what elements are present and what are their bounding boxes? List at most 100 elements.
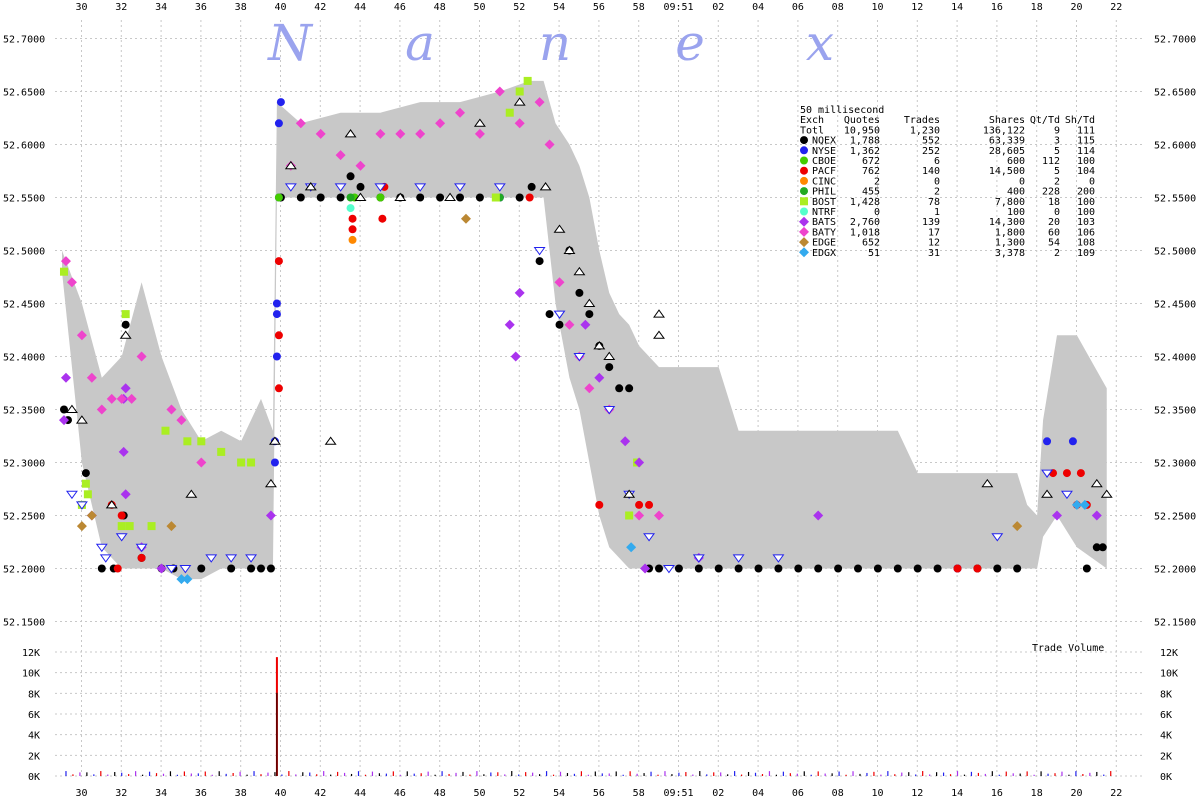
marker-bid-triangle: [245, 554, 258, 563]
watermark-letter: N: [267, 14, 314, 72]
x-tick-bottom: 18: [1031, 788, 1043, 799]
marker-nqex: [774, 564, 783, 573]
marker-bost: [161, 426, 170, 435]
marker-ask-triangle: [513, 97, 526, 106]
x-tick-bottom: 08: [832, 788, 844, 799]
legend-value: 6: [934, 156, 940, 167]
legend-name: NYSE: [812, 146, 836, 157]
marker-bats: [1052, 510, 1062, 521]
marker-bost: [217, 447, 226, 456]
marker-baty: [534, 97, 545, 108]
marker-baty: [76, 330, 87, 341]
legend-header-exch: Exch: [800, 115, 824, 126]
legend-marker-baty: [799, 226, 809, 237]
legend-value: 0: [874, 207, 880, 218]
marker-ask-triangle: [444, 192, 457, 201]
marker-phil: [346, 193, 355, 202]
vol-tick-left: 12K: [22, 648, 40, 659]
legend-value: 252: [922, 146, 940, 157]
volume-title: Trade Volume: [1032, 643, 1104, 654]
marker-bost: [515, 87, 524, 96]
marker-bost: [147, 522, 156, 531]
marker-nqex: [615, 384, 624, 393]
x-tick-top: 34: [155, 2, 167, 13]
marker-bats: [58, 415, 69, 426]
marker-bost: [183, 437, 192, 446]
marker-nqex: [416, 193, 425, 202]
x-tick-bottom: 56: [593, 788, 605, 799]
x-tick-bottom: 30: [75, 788, 87, 799]
marker-nqex: [1098, 543, 1107, 552]
marker-edge: [86, 510, 97, 521]
legend-value: 5: [1054, 166, 1060, 177]
legend-value: 0: [1019, 176, 1025, 187]
legend-value: 0: [1054, 207, 1060, 218]
legend-value: 109: [1077, 248, 1095, 259]
marker-ask-triangle: [65, 404, 78, 413]
marker-bid-triangle: [284, 183, 297, 192]
vol-tick-right: 4K: [1160, 731, 1172, 742]
legend-name: NTRF: [812, 207, 836, 218]
marker-bats: [620, 436, 631, 447]
x-tick-bottom: 09:51: [663, 788, 693, 799]
marker-nqex: [585, 310, 594, 319]
marker-bats: [60, 372, 71, 383]
y-tick-left: 52.3000: [3, 459, 45, 470]
marker-baty: [544, 139, 555, 150]
marker-bats: [265, 510, 276, 521]
marker-bid-triangle: [1041, 469, 1054, 478]
legend-value: 1,800: [995, 227, 1025, 238]
marker-bid-triangle: [603, 406, 616, 415]
legend-value: 100: [1077, 207, 1095, 218]
marker-bid-triangle: [493, 183, 506, 192]
price-markers: [58, 76, 1113, 585]
marker-ask-triangle: [593, 341, 606, 350]
marker-bid-triangle: [662, 565, 675, 574]
marker-nqex: [227, 564, 236, 573]
x-tick-top: 58: [633, 2, 645, 13]
marker-bid-triangle: [692, 554, 705, 563]
marker-nqex: [257, 564, 265, 573]
marker-bats: [118, 446, 129, 457]
x-tick-top: 22: [1110, 2, 1122, 13]
legend-value: 112: [1042, 156, 1060, 167]
legend-value: 100: [1077, 197, 1095, 208]
marker-bats: [504, 319, 515, 330]
marker-bats: [510, 351, 521, 362]
legend-value: 108: [1077, 238, 1095, 249]
marker-edge: [76, 521, 87, 532]
x-tick-bottom: 14: [951, 788, 963, 799]
marker-baty: [415, 128, 426, 139]
legend-value: 28,605: [989, 146, 1025, 157]
marker-bid-triangle: [1060, 490, 1073, 500]
legend-value: 1,788: [850, 136, 880, 147]
volume-bars: [65, 657, 1112, 776]
y-tick-left: 52.4000: [3, 353, 45, 364]
legend-value: 600: [1007, 156, 1025, 167]
x-tick-top: 20: [1070, 2, 1082, 13]
legend-value: 1,300: [995, 238, 1025, 249]
marker-nqex: [993, 564, 1002, 573]
marker-nqex: [674, 564, 683, 573]
marker-pacf: [348, 225, 357, 234]
y-tick-right: 52.2000: [1154, 565, 1196, 576]
marker-nqex: [456, 193, 464, 202]
marker-nqex: [515, 193, 524, 202]
marker-bost: [625, 511, 634, 520]
legend-value: 60: [1048, 227, 1060, 238]
legend-value: 1,428: [850, 197, 880, 208]
marker-edge: [460, 213, 471, 224]
marker-bost: [121, 310, 130, 319]
legend-value: 200: [1077, 187, 1095, 198]
legend-value: 2: [1054, 176, 1060, 187]
marker-bid-triangle: [414, 183, 427, 192]
marker-nqex: [1082, 564, 1091, 573]
marker-ask-triangle: [75, 415, 88, 424]
marker-bats: [120, 383, 131, 394]
legend-marker-phil: [800, 187, 808, 196]
x-tick-top: 52: [513, 2, 525, 13]
vol-tick-left: 6K: [28, 710, 40, 721]
marker-bats: [634, 457, 645, 468]
marker-bid-triangle: [165, 565, 178, 574]
marker-nyse: [272, 310, 281, 319]
